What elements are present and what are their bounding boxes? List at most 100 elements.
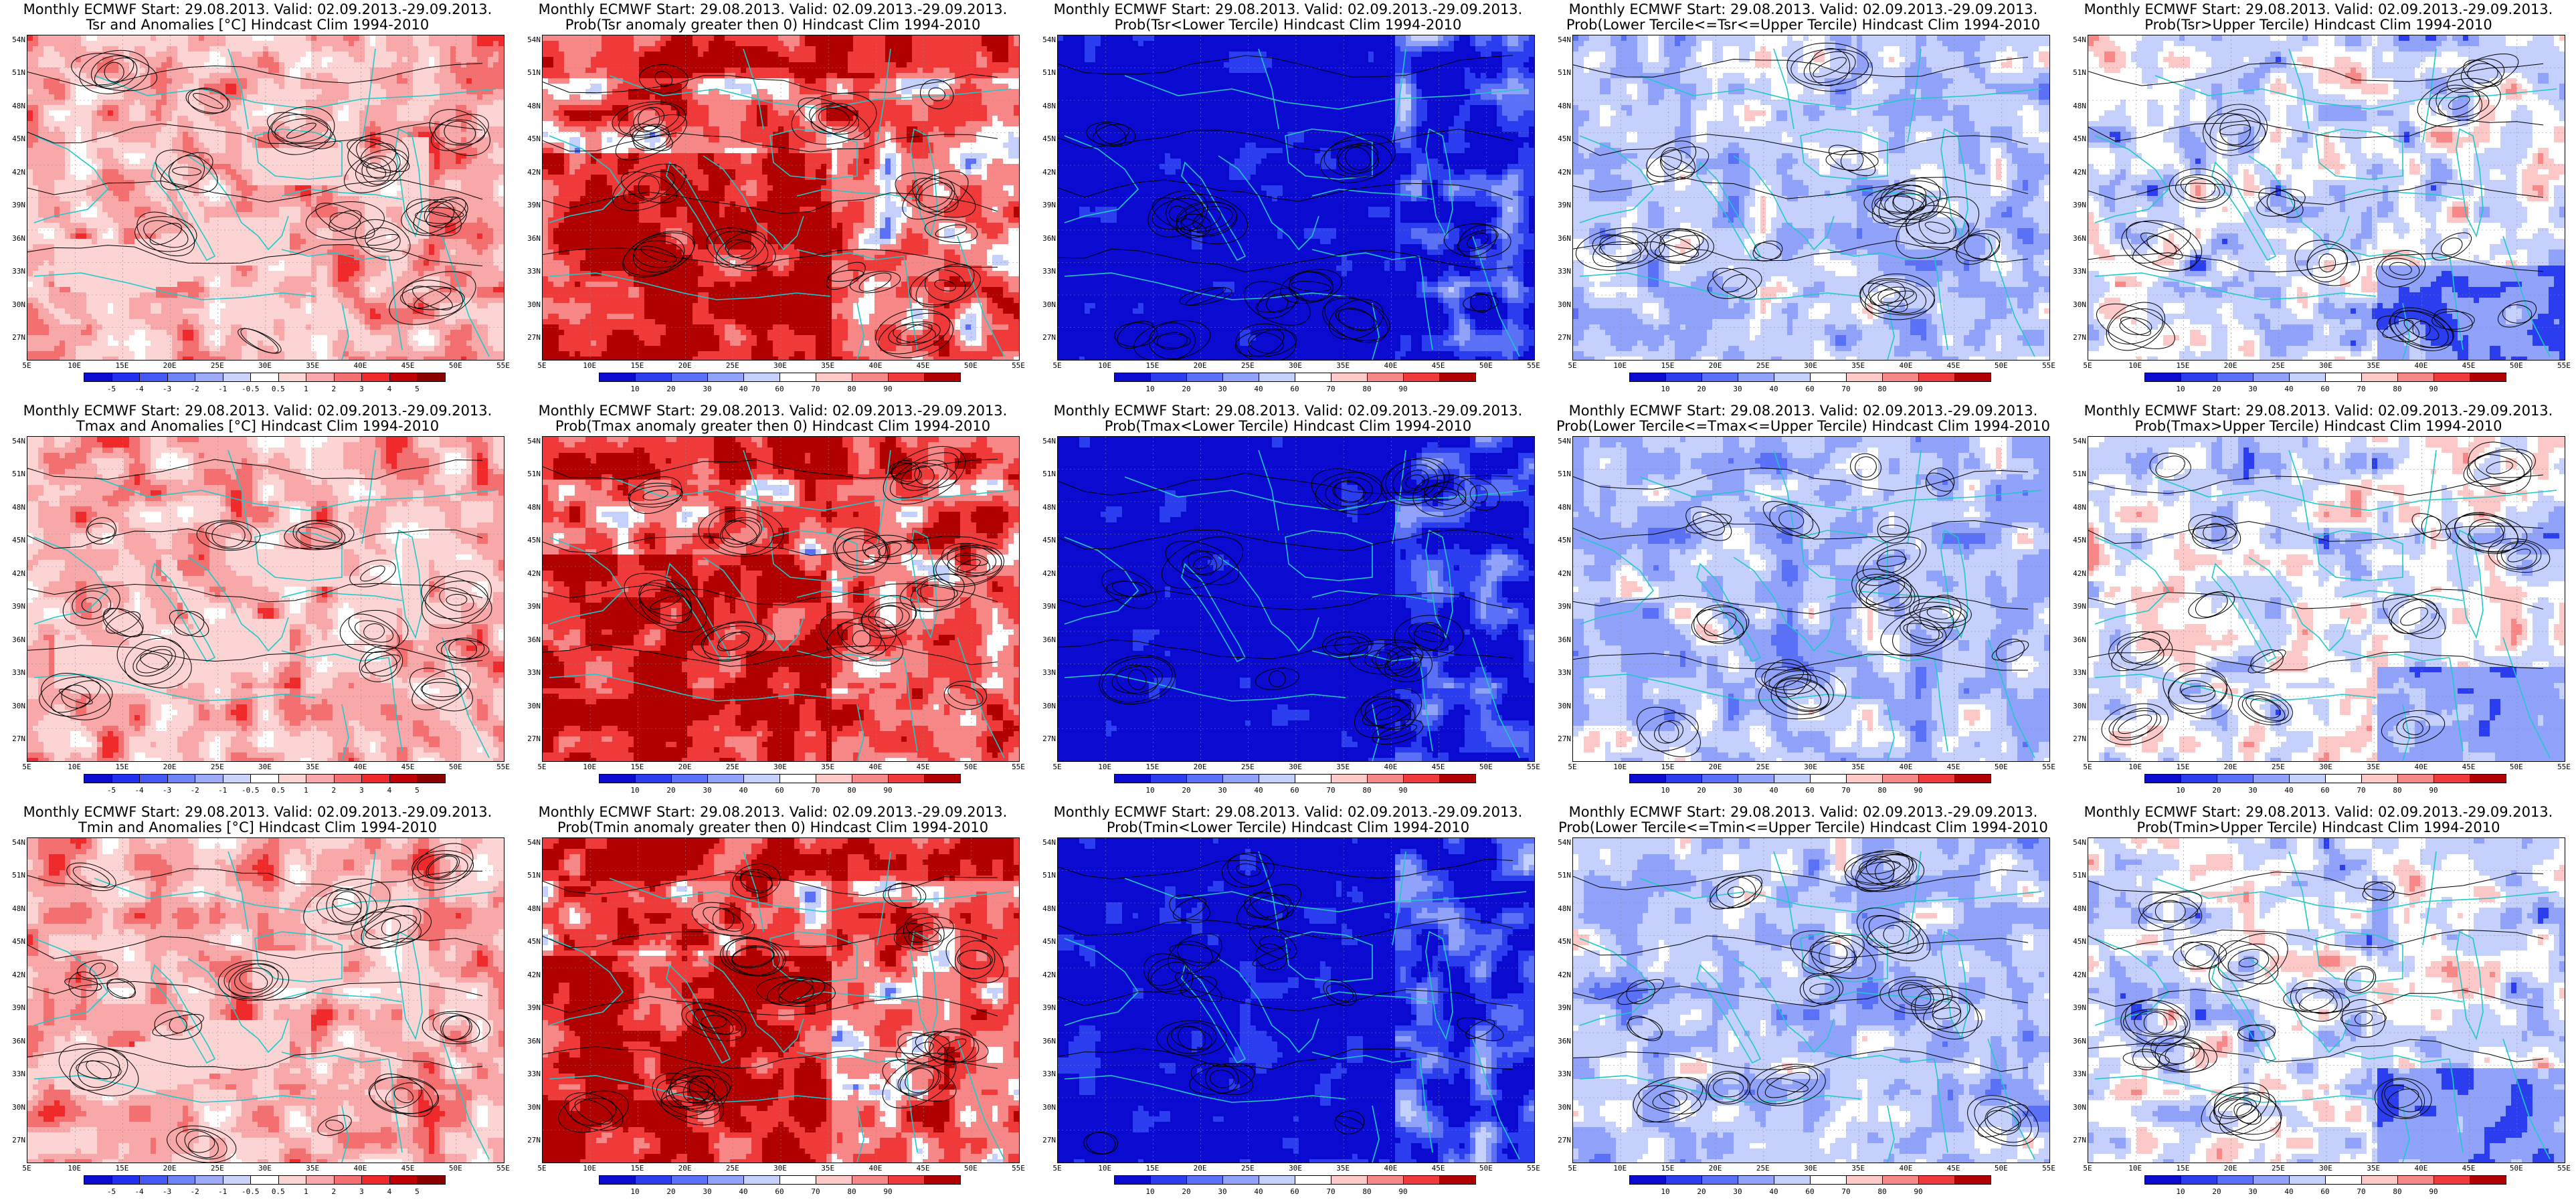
latitude-label: 48N (1546, 503, 1571, 512)
colorbar-cell (852, 373, 889, 382)
colorbar-cell (250, 774, 279, 783)
colorbar-label: 80 (1354, 786, 1380, 795)
colorbar-label: 0.5 (265, 385, 292, 393)
map-area (1057, 837, 1535, 1163)
longitude-label: 50E (1988, 1164, 2015, 1173)
colorbar-label: 3 (348, 786, 375, 795)
longitude-label: 20E (672, 763, 699, 771)
colorbar-cell (1367, 774, 1404, 783)
colorbar-cell (1259, 1175, 1295, 1185)
colorbar-cell (1150, 1175, 1187, 1185)
colorbar-cell (1918, 1175, 1955, 1185)
colorbar (84, 373, 445, 382)
panel-title: Monthly ECMWF Start: 29.08.2013. Valid: … (1030, 1, 1546, 17)
longitude-label: 55E (1005, 763, 1030, 771)
longitude-label: 25E (204, 763, 231, 771)
colorbar-label: 60 (1797, 385, 1823, 393)
longitude-label: 10E (1606, 1164, 1633, 1173)
colorbar-cell (167, 1175, 196, 1185)
colorbar-cell (2361, 1175, 2398, 1185)
panel-subtitle: Prob(Lower Tercile<=Tmin<=Upper Tercile)… (1546, 819, 2061, 835)
field-layer (1573, 437, 2049, 761)
colorbar-label: 20 (2203, 385, 2230, 393)
latitude-label: 39N (0, 201, 25, 209)
colorbar-cell (635, 373, 672, 382)
colorbar (1629, 373, 1991, 382)
colorbar-label: 70 (2348, 1187, 2375, 1196)
colorbar-label: 40 (730, 786, 757, 795)
latitude-label: 36N (0, 1037, 25, 1045)
colorbar-cell (1665, 1175, 1702, 1185)
latitude-label: 30N (1546, 1103, 1571, 1112)
latitude-label: 45N (1546, 536, 1571, 544)
colorbar-label: 80 (838, 385, 865, 393)
latitude-label: 39N (1030, 1003, 1056, 1012)
longitude-label: 40E (347, 1164, 373, 1173)
longitude-label: 35E (299, 763, 326, 771)
latitude-label: 51N (1546, 68, 1571, 77)
longitude-label: 25E (1750, 361, 1776, 370)
longitude-label: 30E (252, 763, 278, 771)
colorbar-cell (707, 1175, 744, 1185)
latitude-label: 39N (1030, 201, 1056, 209)
colorbar-label: 20 (1688, 385, 1715, 393)
longitude-label: 45E (1425, 361, 1452, 370)
colorbar-label: 20 (1688, 1187, 1715, 1196)
latitude-label: 45N (515, 134, 541, 143)
longitude-label: 5E (1559, 361, 1586, 370)
longitude-label: 5E (13, 763, 40, 771)
longitude-label: 35E (299, 1164, 326, 1173)
longitude-label: 25E (719, 763, 746, 771)
latitude-label: 45N (1546, 937, 1571, 946)
longitude-label: 45E (2456, 1164, 2482, 1173)
colorbar-cell (112, 373, 141, 382)
map-panel-lower: Monthly ECMWF Start: 29.08.2013. Valid: … (1030, 803, 1546, 1204)
longitude-label: 5E (1559, 763, 1586, 771)
latitude-label: 45N (1030, 937, 1056, 946)
colorbar-cell (599, 373, 636, 382)
colorbar-label: 1 (292, 385, 319, 393)
colorbar-cell (1810, 774, 1847, 783)
latitude-label: 54N (2061, 35, 2086, 44)
latitude-label: 33N (0, 668, 25, 677)
colorbar-cell (139, 373, 168, 382)
colorbar-cell (334, 373, 363, 382)
colorbar-label: 30 (694, 786, 721, 795)
longitude-label: 25E (1750, 1164, 1776, 1173)
colorbar-label: 40 (2276, 786, 2302, 795)
colorbar-label: 3 (348, 385, 375, 393)
colorbar-label: 10 (1652, 385, 1679, 393)
longitude-label: 30E (1282, 361, 1309, 370)
colorbar-cell (1186, 373, 1223, 382)
colorbar-cell (278, 1175, 307, 1185)
longitude-label: 45E (910, 763, 937, 771)
colorbar-label: 90 (875, 385, 901, 393)
colorbar-label: 10 (1137, 385, 1164, 393)
colorbar-cell (1186, 774, 1223, 783)
colorbar-label: 80 (838, 786, 865, 795)
colorbar-cell (671, 1175, 708, 1185)
colorbar-cell (1403, 373, 1440, 382)
colorbar-label: 80 (1869, 786, 1896, 795)
map-panel-anom: Monthly ECMWF Start: 29.08.2013. Valid: … (0, 0, 515, 401)
colorbar-label: -1 (209, 385, 236, 393)
longitude-label: 20E (672, 1164, 699, 1173)
map-panel-upper: Monthly ECMWF Start: 29.08.2013. Valid: … (2061, 401, 2576, 803)
colorbar-cell (1918, 774, 1955, 783)
latitude-label: 51N (1546, 470, 1571, 478)
latitude-label: 30N (2061, 1103, 2086, 1112)
longitude-label: 30E (2312, 763, 2339, 771)
longitude-label: 25E (1234, 763, 1261, 771)
colorbar-label: 70 (802, 385, 829, 393)
colorbar-label: 30 (1724, 385, 1751, 393)
colorbar-cell (816, 774, 852, 783)
longitude-label: 50E (957, 1164, 984, 1173)
colorbar-cell (1222, 774, 1259, 783)
colorbar-label: 30 (2239, 385, 2266, 393)
map-panel-middle: Monthly ECMWF Start: 29.08.2013. Valid: … (1546, 0, 2061, 401)
latitude-label: 27N (2061, 1136, 2086, 1144)
panel-subtitle: Prob(Tmax anomaly greater then 0) Hindca… (515, 418, 1030, 434)
longitude-label: 15E (108, 763, 135, 771)
latitude-label: 36N (1030, 1037, 1056, 1045)
latitude-label: 27N (0, 1136, 25, 1144)
